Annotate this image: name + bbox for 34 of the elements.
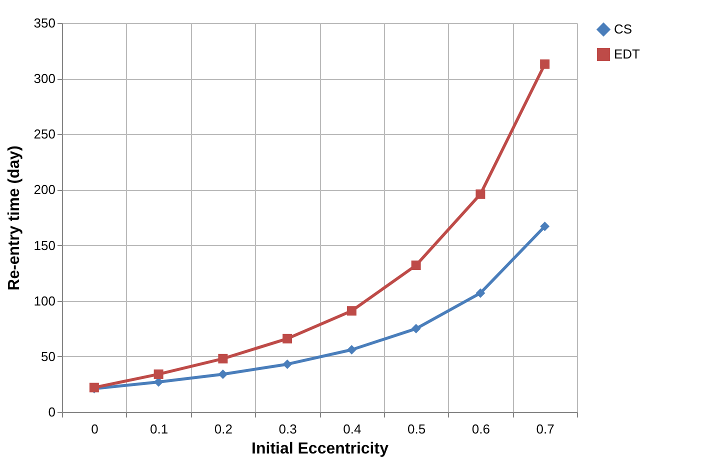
x-tick-label: 0.4	[343, 422, 362, 436]
point	[476, 189, 486, 199]
legend-label: EDT	[614, 46, 640, 62]
point	[540, 222, 550, 232]
y-tick-label: 350	[34, 16, 56, 30]
x-tick-label: 0.2	[214, 422, 232, 436]
point	[154, 369, 164, 379]
y-tick-label: 50	[41, 348, 56, 364]
x-axis-title: Initial Eccentricity	[252, 440, 389, 458]
point	[346, 345, 356, 355]
x-tick-label: 0.1	[150, 422, 168, 436]
y-tick-label: 300	[34, 71, 56, 86]
point	[411, 260, 421, 270]
point	[218, 369, 228, 379]
y-axis-title: Re-entry time (day)	[6, 146, 23, 290]
y-tick-label: 100	[34, 293, 56, 308]
point	[154, 377, 164, 387]
y-tick-label: 200	[34, 182, 56, 198]
point	[282, 334, 292, 344]
point	[218, 354, 228, 364]
x-tick-label: 0.7	[536, 422, 554, 436]
y-tick-label: 250	[34, 126, 56, 142]
x-tick-label: 0	[91, 422, 98, 436]
point	[346, 306, 356, 316]
y-tick-label: 150	[34, 238, 56, 253]
legend-label: CS	[614, 22, 632, 36]
x-tick-label: 0.5	[408, 422, 426, 436]
point	[540, 59, 550, 69]
point	[411, 324, 421, 334]
y-tick-label: 0	[48, 404, 56, 420]
point	[476, 288, 486, 298]
x-tick-label: 0.6	[472, 422, 490, 436]
point	[282, 359, 292, 369]
x-tick-label: 0.3	[278, 422, 297, 436]
